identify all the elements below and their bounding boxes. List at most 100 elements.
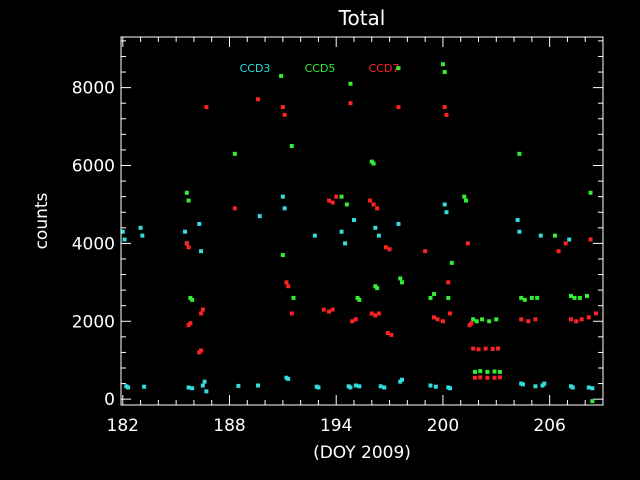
data-point [588, 237, 593, 242]
data-point [442, 202, 447, 207]
data-point [373, 313, 378, 318]
data-point [398, 276, 403, 281]
data-point [280, 194, 285, 199]
data-point [428, 295, 433, 300]
data-point [519, 317, 524, 322]
data-point [334, 194, 339, 199]
data-point [517, 151, 522, 156]
data-point [448, 311, 453, 316]
data-point [577, 295, 582, 300]
data-point [579, 317, 584, 322]
data-point [232, 206, 237, 211]
data-point [584, 293, 589, 298]
data-point [448, 386, 453, 391]
data-point [586, 385, 591, 390]
data-point [480, 317, 485, 322]
data-point [186, 385, 191, 390]
data-point [199, 348, 204, 353]
data-point [357, 384, 362, 389]
data-point [440, 319, 445, 324]
y-tick-label: 8000 [72, 79, 115, 99]
data-point [190, 386, 195, 391]
legend-item-ccd7: CCD7 [369, 62, 400, 75]
data-point [542, 381, 547, 386]
x-axis-label: (DOY 2009) [313, 443, 411, 463]
data-point [138, 225, 143, 230]
data-point [368, 198, 373, 203]
data-point [321, 307, 326, 312]
data-point [280, 253, 285, 258]
data-point [428, 383, 433, 388]
data-point [590, 399, 595, 404]
x-tick-label: 194 [320, 416, 352, 436]
x-tick-labels: 182 188 194 200 206 [107, 416, 566, 436]
data-point [485, 375, 490, 380]
data-point [472, 375, 477, 380]
data-point [570, 385, 575, 390]
data-point [120, 229, 125, 234]
y-tick-label: 0 [104, 390, 115, 410]
data-point [574, 319, 579, 324]
x-tick-label: 188 [213, 416, 245, 436]
data-point [255, 97, 260, 102]
data-point [351, 218, 356, 223]
y-tick-label: 2000 [72, 312, 115, 332]
data-point [472, 369, 477, 374]
y-axis-label: counts [32, 192, 52, 249]
data-point [282, 206, 287, 211]
data-point [474, 319, 479, 324]
data-point [432, 292, 437, 297]
data-point [400, 280, 405, 285]
data-point [202, 379, 207, 384]
series-ccd3 [120, 194, 595, 394]
data-point [487, 319, 492, 324]
data-points [120, 62, 598, 404]
data-point [567, 237, 572, 242]
data-point [593, 311, 598, 316]
data-point [327, 198, 332, 203]
data-point [471, 317, 476, 322]
data-point [339, 229, 344, 234]
data-point [186, 245, 191, 250]
data-point [284, 280, 289, 285]
data-point [344, 202, 349, 207]
data-point [432, 315, 437, 320]
plot-frame [120, 36, 604, 406]
data-point [142, 384, 147, 389]
chart-title: Total [338, 6, 386, 30]
data-point [343, 241, 348, 246]
series-ccd7 [184, 97, 598, 380]
y-tick-label: 4000 [72, 234, 115, 254]
data-point [348, 385, 353, 390]
data-point [590, 386, 595, 391]
data-point [520, 382, 525, 387]
data-point [199, 249, 204, 254]
data-point [490, 346, 495, 351]
data-point [423, 249, 428, 254]
data-point [199, 311, 204, 316]
data-point [378, 384, 383, 389]
data-point [476, 347, 481, 352]
data-point [348, 81, 353, 86]
data-point [190, 297, 195, 302]
data-point [497, 375, 502, 380]
data-point [371, 161, 376, 166]
data-point [552, 233, 557, 238]
data-point [442, 70, 447, 75]
data-point [376, 233, 381, 238]
data-point [442, 105, 447, 110]
data-point [568, 293, 573, 298]
data-point [483, 346, 488, 351]
data-point [444, 210, 449, 215]
data-point [522, 297, 527, 302]
data-point [184, 190, 189, 195]
data-point [140, 233, 145, 238]
data-point [464, 198, 469, 203]
data-point [449, 260, 454, 265]
data-point [330, 200, 335, 205]
series-ccd5 [184, 62, 595, 404]
data-point [462, 194, 467, 199]
data-point [357, 297, 362, 302]
data-point [286, 284, 291, 289]
